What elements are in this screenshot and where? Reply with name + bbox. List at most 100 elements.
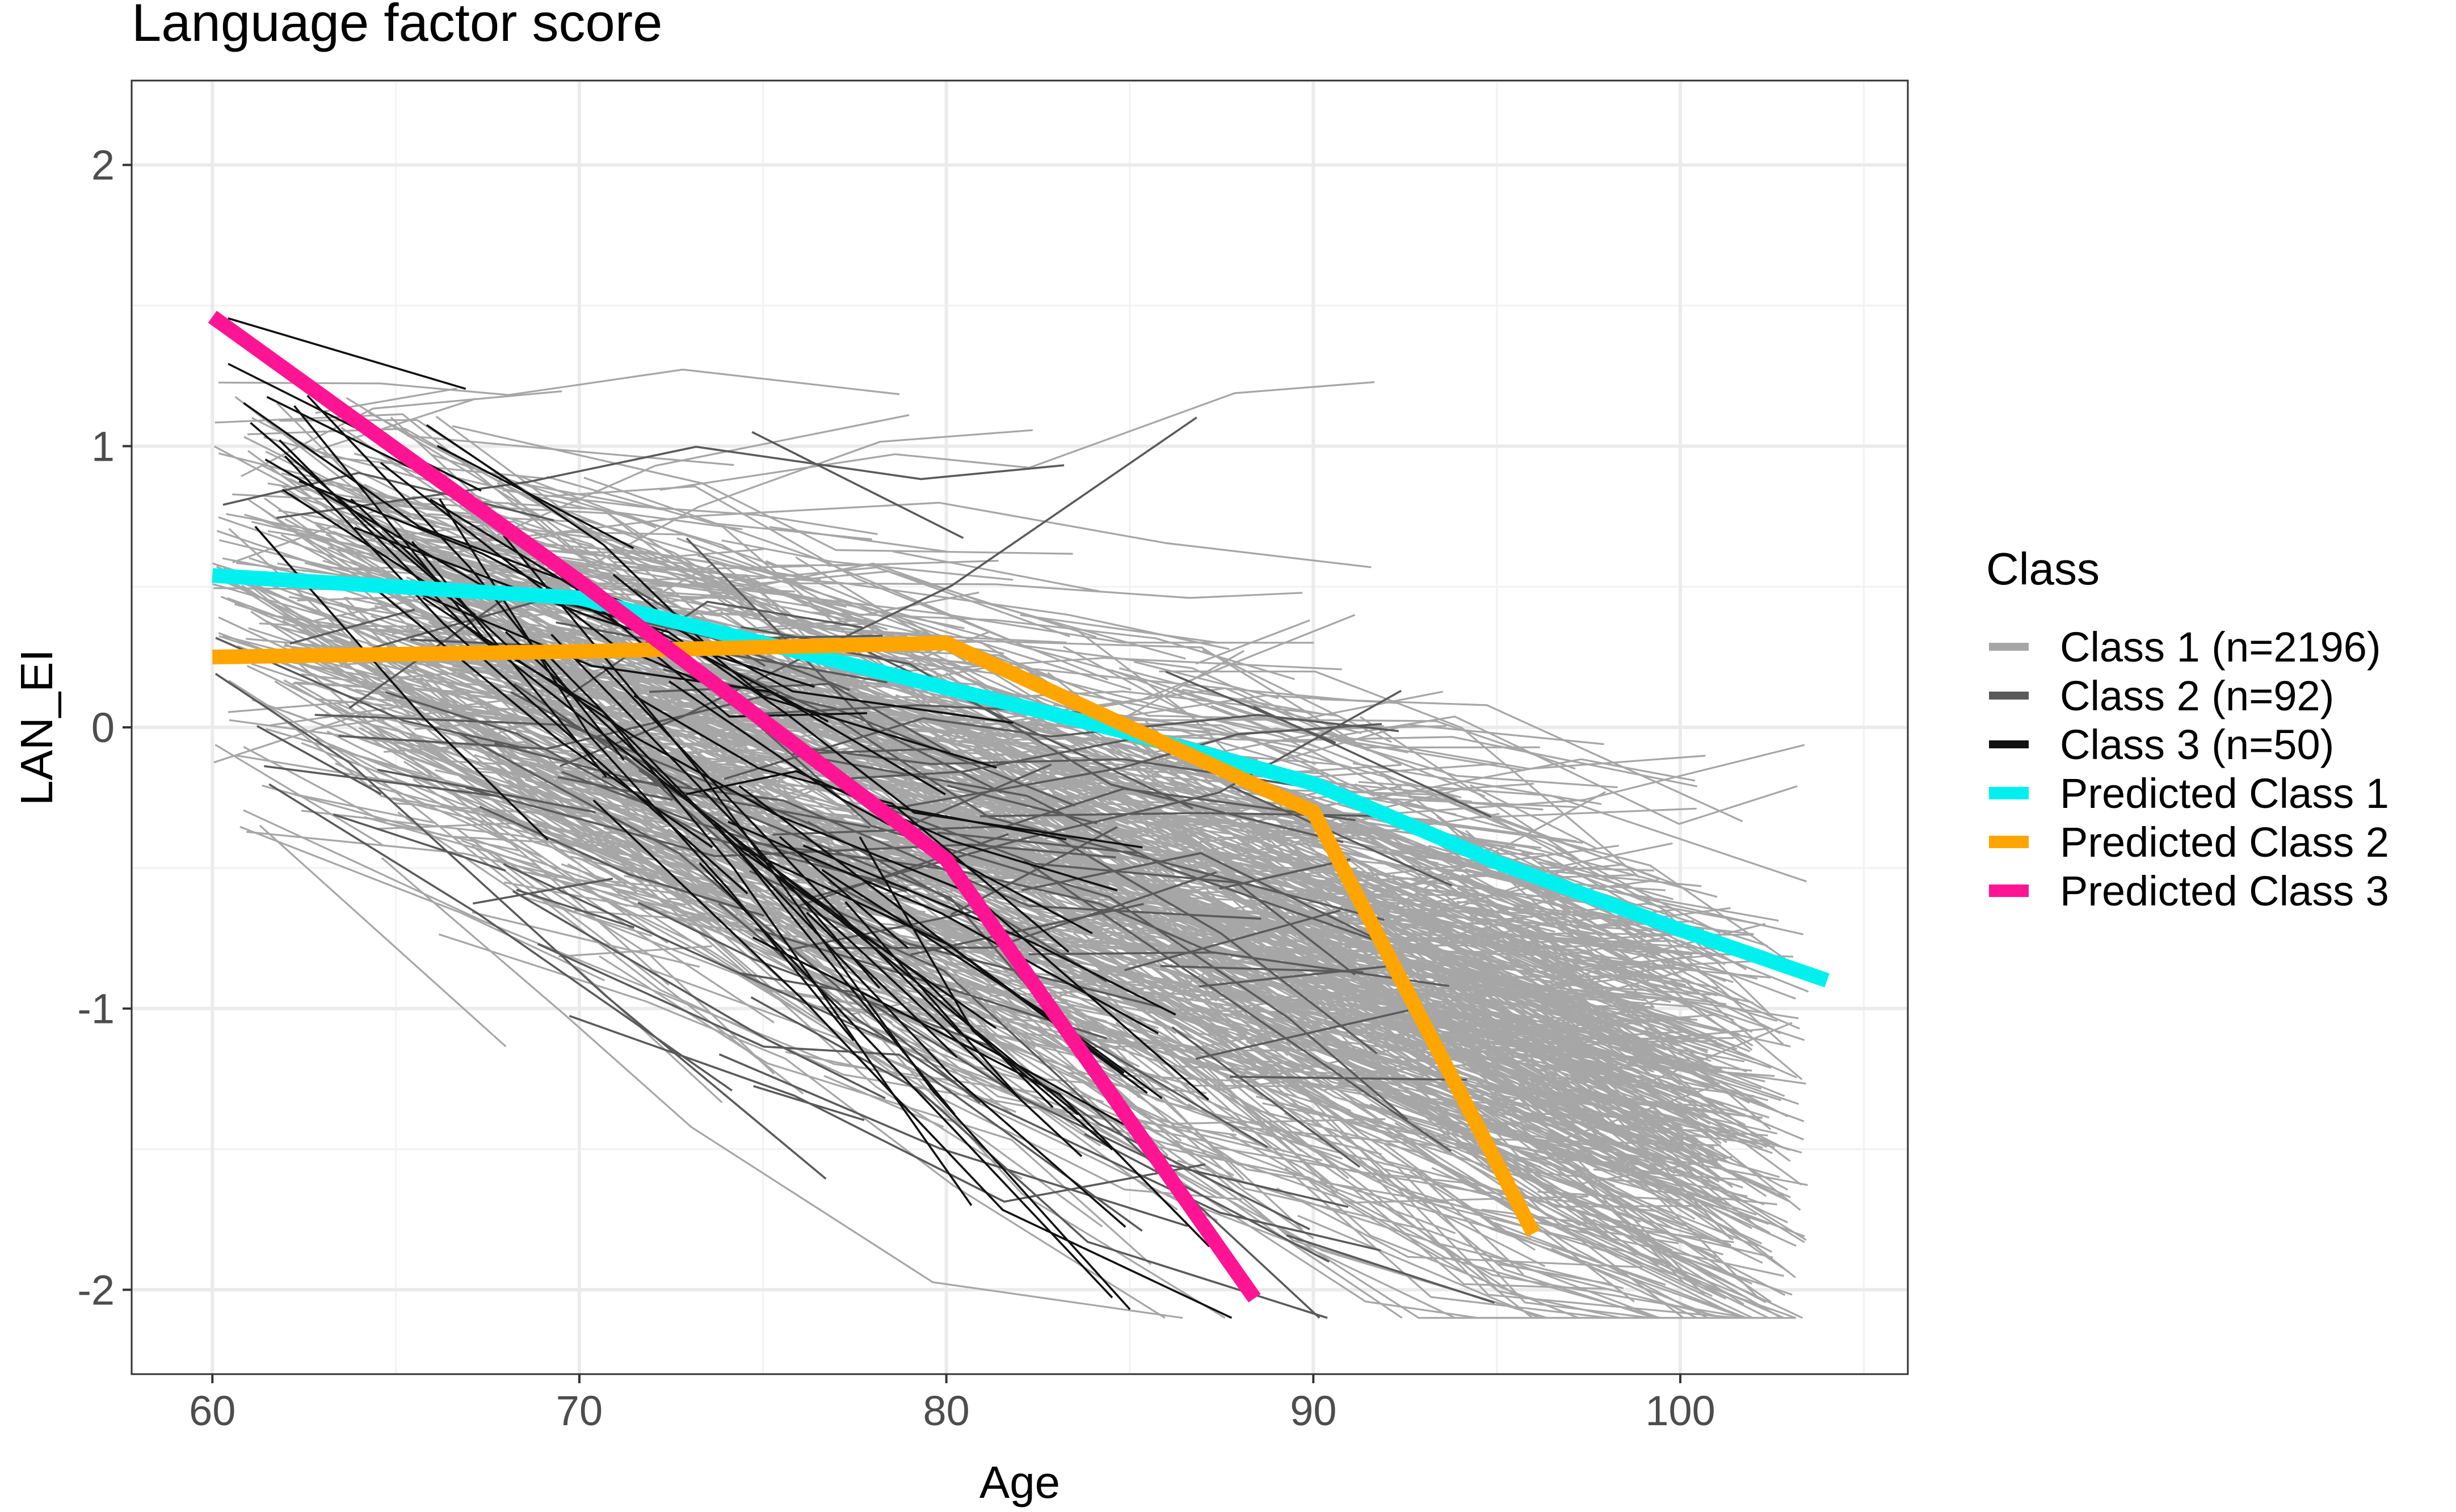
trajectory-line — [510, 691, 1268, 1148]
y-tick-label: 1 — [91, 423, 115, 470]
trajectory-line — [499, 478, 662, 511]
trajectory-line — [503, 863, 899, 1047]
trajectory-line — [1555, 847, 1721, 934]
trajectory-line — [1588, 1100, 1723, 1161]
predicted-line — [208, 310, 1261, 1303]
trajectory-line — [947, 785, 1097, 824]
trajectory-line — [1065, 826, 1529, 1020]
y-tick-label: -2 — [77, 1266, 115, 1313]
trajectory-line — [471, 502, 1372, 568]
trajectory-line — [844, 735, 1144, 780]
trajectory-line — [1331, 874, 1500, 883]
trajectory-line — [239, 826, 605, 982]
plot-panel — [131, 79, 1909, 1375]
trajectory-line — [1203, 908, 1454, 1039]
trajectory-line — [856, 770, 1432, 1111]
trajectory-line — [1377, 1020, 1694, 1171]
trajectory-line — [1509, 958, 1718, 1110]
trajectory-line — [306, 638, 794, 973]
trajectory-line — [1354, 1089, 1713, 1298]
trajectory-line — [649, 683, 951, 753]
trajectory-line — [937, 814, 1616, 1187]
trajectory-line — [668, 680, 1093, 934]
trajectory-line — [367, 581, 713, 849]
trajectory-line — [494, 857, 628, 907]
y-tick-label: -1 — [77, 985, 115, 1033]
trajectory-line — [338, 691, 781, 750]
trajectory-line — [264, 765, 499, 798]
trajectory-line — [256, 725, 382, 795]
trajectory-line — [513, 683, 699, 808]
trajectory-line — [1391, 1153, 1666, 1286]
trajectory-line — [1199, 965, 1389, 988]
trajectory-line — [339, 571, 771, 861]
trajectory-line — [859, 836, 1113, 1151]
trajectory-line — [228, 317, 466, 390]
trajectory-line — [407, 435, 734, 466]
trajectory-line — [1513, 925, 1753, 1033]
trajectory-line — [852, 794, 1356, 976]
trajectory-line — [291, 793, 437, 824]
trajectory-line — [306, 394, 625, 761]
trajectory-line — [1050, 718, 1576, 770]
x-tick-label: 100 — [1645, 1387, 1715, 1434]
trajectory-line — [592, 799, 1233, 1319]
trajectory-line — [844, 901, 1020, 1100]
trajectory-line — [456, 828, 804, 1094]
trajectory-line — [1395, 958, 1762, 973]
trajectory-line — [392, 797, 893, 959]
trajectory-line — [753, 1085, 865, 1122]
y-tick-label: 0 — [91, 704, 115, 751]
trajectory-line — [254, 525, 549, 841]
trajectory-line — [1171, 1026, 1361, 1168]
trajectory-line — [1503, 944, 1800, 1030]
trajectory-line — [1570, 1156, 1732, 1186]
trajectory-line — [596, 538, 953, 638]
trajectory-line — [1276, 1187, 1643, 1269]
chart-title: Language factor score — [132, 0, 662, 52]
trajectory-line — [439, 498, 855, 1042]
trajectory-line — [792, 752, 1383, 944]
trajectory-line — [1181, 688, 1323, 715]
trajectory-line — [988, 763, 1488, 1082]
trajectory-line — [825, 707, 1253, 959]
trajectory-line — [1377, 1093, 1705, 1212]
trajectory-line — [1352, 762, 1602, 805]
trajectory-line — [1219, 858, 1351, 890]
trajectory-line — [1425, 1135, 1641, 1223]
trajectory-line — [518, 870, 685, 896]
trajectory-line — [779, 836, 909, 949]
trajectory-group — [212, 368, 1809, 1319]
trajectory-line — [700, 768, 1303, 1230]
trajectory-line — [1309, 1025, 1499, 1061]
trajectory-line — [689, 583, 1314, 644]
trajectory-line — [246, 665, 859, 944]
trajectory-line — [1490, 929, 1631, 995]
trajectory-group — [215, 416, 1495, 1319]
trajectory-line — [380, 509, 885, 670]
legend: Class Class 1 (n=2196)Class 2 (n=92)Clas… — [1986, 544, 2389, 915]
trajectory-line — [937, 831, 1138, 854]
trajectory-line — [1130, 800, 1718, 989]
trajectory-line — [1418, 975, 1662, 979]
trajectory-line — [1466, 970, 1634, 1023]
trajectory-line — [775, 868, 1054, 1109]
trajectory-line — [250, 422, 445, 590]
trajectory-line — [296, 682, 1103, 1228]
trajectory-line — [1408, 1076, 1684, 1319]
trajectory-line — [1195, 1009, 1408, 1060]
trajectory-line — [325, 533, 472, 625]
trajectory-line — [417, 677, 836, 956]
trajectory-line — [550, 634, 881, 989]
trajectory-line — [448, 760, 775, 821]
trajectory-line — [222, 471, 554, 521]
trajectory-line — [268, 783, 733, 1092]
legend-label: Predicted Class 3 — [2060, 867, 2389, 915]
trajectory-line — [1382, 994, 1725, 1106]
trajectory-line — [1146, 922, 1353, 1013]
trajectory-line — [512, 890, 886, 1100]
trajectory-line — [1023, 860, 1452, 1152]
trajectory-line — [641, 776, 1396, 949]
trajectory-line — [1588, 1013, 1707, 1080]
trajectory-line — [1358, 781, 1807, 883]
